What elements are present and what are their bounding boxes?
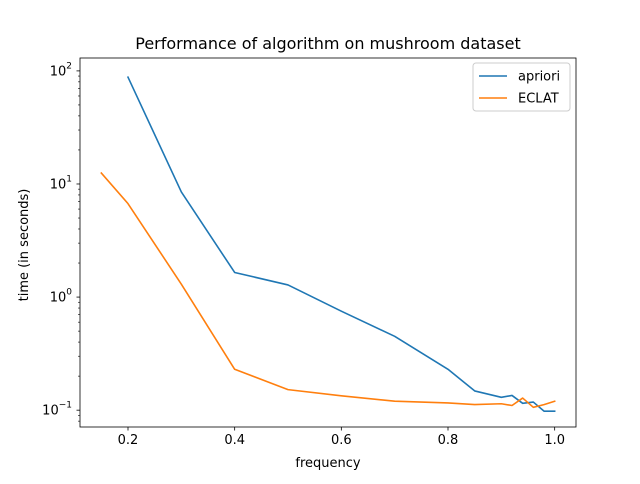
y-tick-label: 101 bbox=[50, 174, 72, 192]
chart-title: Performance of algorithm on mushroom dat… bbox=[135, 34, 520, 53]
y-tick-label: 102 bbox=[50, 61, 72, 79]
y-axis-label: time (in seconds) bbox=[17, 189, 32, 302]
series-line-eclat bbox=[100, 171, 556, 409]
x-tick-label: 0.2 bbox=[118, 433, 139, 448]
x-tick-label: 0.8 bbox=[438, 433, 459, 448]
series-line-apriori bbox=[126, 76, 556, 412]
legend-box bbox=[472, 62, 571, 112]
y-tick-label: 10−1 bbox=[42, 401, 72, 419]
plot-area: 10−1 100 101 102 0.2 0.4 0.6 0.8 1.0 bbox=[42, 57, 577, 448]
legend-label-apriori: apriori bbox=[518, 70, 560, 85]
legend-label-eclat: ECLAT bbox=[518, 92, 559, 107]
axes-frame bbox=[79, 57, 577, 428]
y-tick-label: 100 bbox=[50, 288, 73, 306]
x-tick-label: 0.4 bbox=[224, 433, 245, 448]
legend: apriori ECLAT bbox=[472, 62, 571, 112]
x-tick-label: 0.6 bbox=[331, 433, 352, 448]
x-tick-label: 1.0 bbox=[544, 433, 565, 448]
x-axis-label: frequency bbox=[295, 456, 361, 471]
